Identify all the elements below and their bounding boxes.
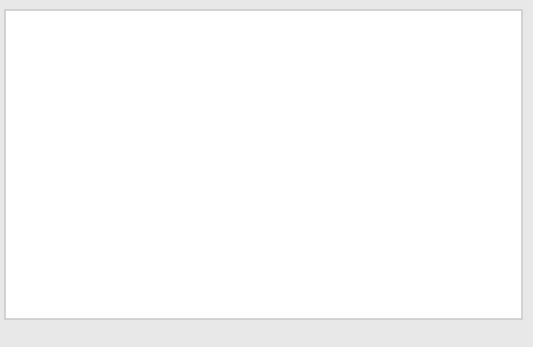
Text: a: a xyxy=(140,125,150,143)
Text: b: b xyxy=(346,125,357,143)
Text: If the lengths of the sides of a triangle are a, b,
and c, and the height of the: If the lengths of the sides of a triangl… xyxy=(21,20,415,76)
Bar xyxy=(264,225,277,233)
Text: c: c xyxy=(213,248,222,266)
Text: h: h xyxy=(277,148,287,166)
